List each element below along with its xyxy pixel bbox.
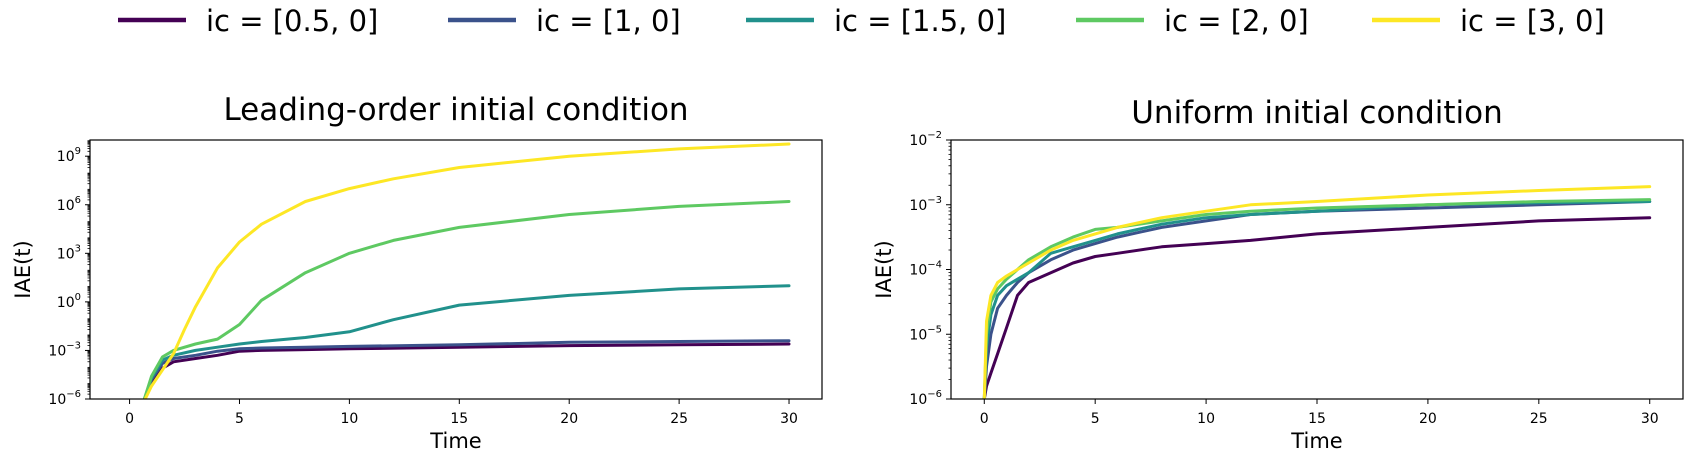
legend-label-3: ic = [1.5, 0] xyxy=(834,4,1006,38)
x-tick-label: 15 xyxy=(450,411,468,427)
y-tick-base: 10 xyxy=(909,198,927,214)
legend: ic = [0.5, 0] ic = [1, 0] ic = [1.5, 0] ic … xyxy=(118,4,1605,38)
y-tick-label: 10−3 xyxy=(48,340,81,359)
y-tick-label: 106 xyxy=(57,195,81,214)
x-tick-label: 5 xyxy=(235,411,244,427)
y-tick-base: 10 xyxy=(48,392,66,408)
y-tick-label: 10−4 xyxy=(909,260,942,279)
y-tick-exponent: 3 xyxy=(75,243,81,254)
y-tick-exponent: −3 xyxy=(927,195,942,206)
y-tick-base: 10 xyxy=(909,327,927,343)
y-tick-exponent: −4 xyxy=(927,260,942,271)
plot-frame xyxy=(89,139,823,400)
series-line-4 xyxy=(142,200,791,399)
x-tick-label: 20 xyxy=(560,411,578,427)
x-tick-label: 10 xyxy=(1197,411,1215,427)
series-group xyxy=(142,142,791,399)
x-tick-label: 0 xyxy=(125,411,134,427)
chart-title: Leading-order initial condition xyxy=(223,92,688,128)
x-tick-label: 25 xyxy=(1530,411,1548,427)
y-tick-base: 10 xyxy=(48,343,66,359)
x-axis-title: Time xyxy=(429,429,481,450)
y-tick-base: 10 xyxy=(57,246,75,262)
y-tick-label: 10−5 xyxy=(909,324,942,343)
series-line-5 xyxy=(982,185,1652,399)
x-tick-label: 30 xyxy=(1641,411,1659,427)
legend-label-5: ic = [3, 0] xyxy=(1460,4,1605,38)
y-tick-base: 10 xyxy=(57,295,75,311)
x-tick-label: 5 xyxy=(1091,411,1100,427)
y-tick-exponent: −5 xyxy=(927,324,942,335)
y-tick-base: 10 xyxy=(909,133,927,149)
y-tick-exponent: −3 xyxy=(66,340,81,351)
x-tick-label: 15 xyxy=(1308,411,1326,427)
x-tick-label: 20 xyxy=(1419,411,1437,427)
series-line-1 xyxy=(143,342,791,399)
y-tick-exponent: −6 xyxy=(927,389,942,400)
y-tick-exponent: 9 xyxy=(75,146,81,157)
y-tick-label: 103 xyxy=(57,243,81,262)
x-tick-label: 0 xyxy=(980,411,989,427)
x-tick-label: 30 xyxy=(780,411,798,427)
y-axis-title: IAE(t) xyxy=(872,240,896,298)
legend-label-2: ic = [1, 0] xyxy=(536,4,681,38)
series-line-3 xyxy=(982,200,1652,399)
series-line-5 xyxy=(143,142,791,399)
x-tick-label: 25 xyxy=(670,411,688,427)
chart-title: Uniform initial condition xyxy=(1131,95,1503,131)
x-axis-title: Time xyxy=(1290,429,1342,450)
y-tick-exponent: −6 xyxy=(66,389,81,400)
y-tick-exponent: 0 xyxy=(75,292,81,303)
series-line-4 xyxy=(982,198,1652,399)
y-tick-base: 10 xyxy=(57,149,75,165)
y-tick-exponent: −2 xyxy=(927,130,942,141)
y-tick-label: 100 xyxy=(57,292,81,311)
y-tick-base: 10 xyxy=(909,263,927,279)
series-line-2 xyxy=(142,339,791,399)
panel-leading-order: Leading-order initial condition 0 5 10 15 20 2… xyxy=(11,92,823,450)
series-group xyxy=(982,185,1652,399)
legend-label-4: ic = [2, 0] xyxy=(1164,4,1309,38)
y-tick-base: 10 xyxy=(57,198,75,214)
y-tick-base: 10 xyxy=(909,392,927,408)
y-axis-title: IAE(t) xyxy=(11,240,35,298)
legend-label-1: ic = [0.5, 0] xyxy=(206,4,378,38)
series-line-1 xyxy=(982,216,1652,399)
y-tick-exponent: 6 xyxy=(75,195,81,206)
x-tick-label: 10 xyxy=(340,411,358,427)
y-tick-label: 10−6 xyxy=(48,389,81,408)
y-tick-label: 10−6 xyxy=(909,389,942,408)
series-line-2 xyxy=(982,200,1652,399)
y-tick-label: 10−2 xyxy=(909,130,942,149)
series-line-3 xyxy=(142,284,791,399)
y-tick-label: 109 xyxy=(57,146,81,165)
y-tick-label: 10−3 xyxy=(909,195,942,214)
